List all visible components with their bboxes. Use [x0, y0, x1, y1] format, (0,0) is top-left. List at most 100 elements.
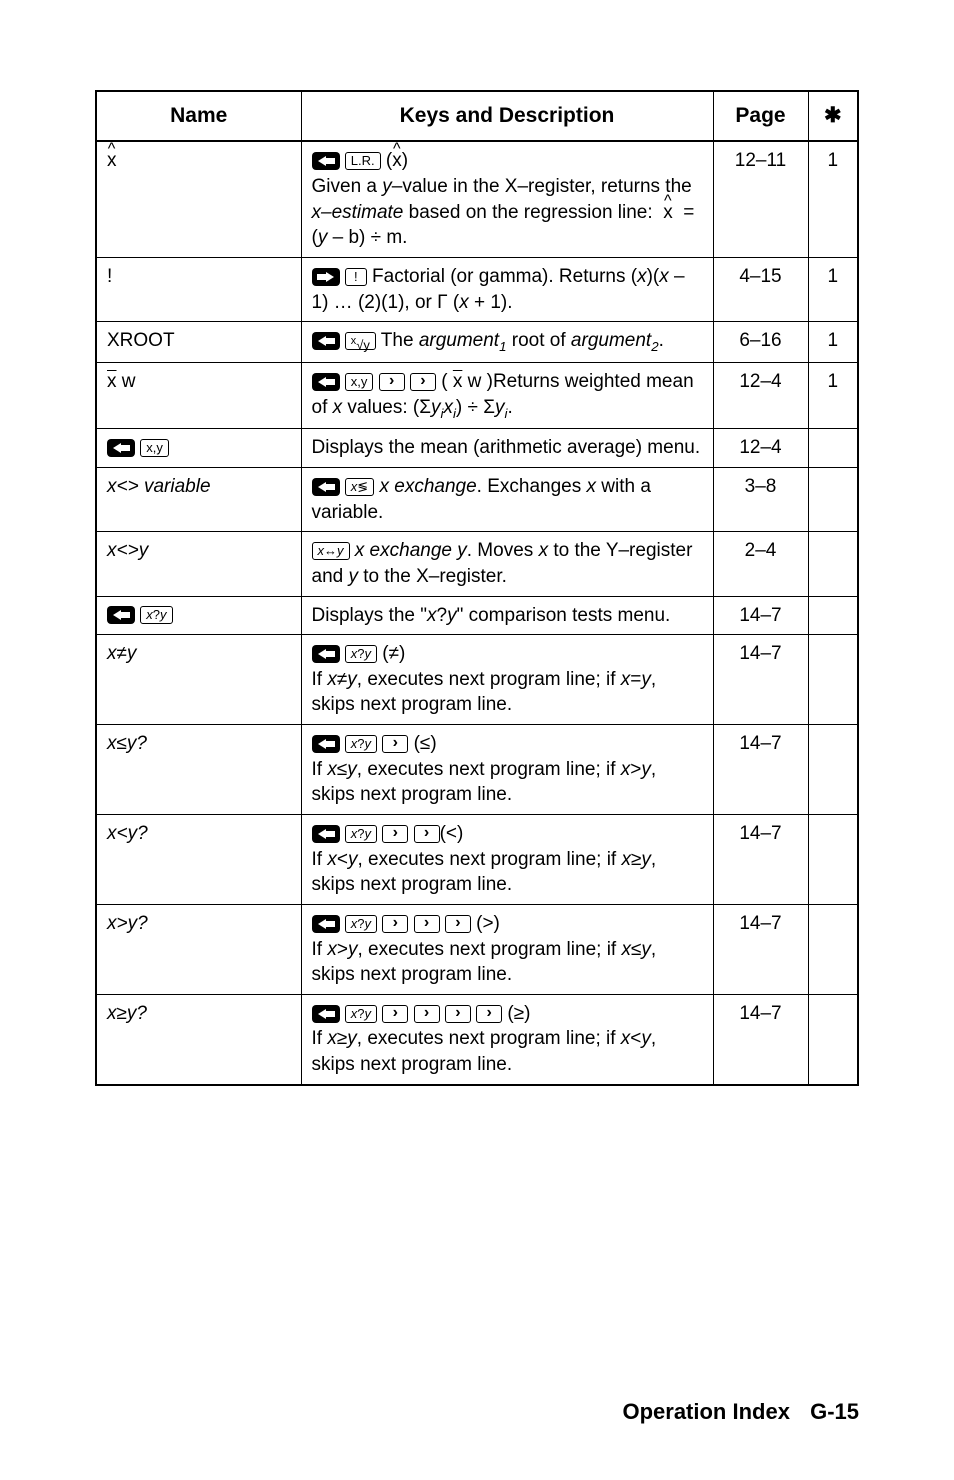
- table-row: x,y Displays the mean (arithmetic average…: [96, 429, 858, 468]
- table-row: x<>yx↔y x exchange y. Moves x to the Y–r…: [96, 532, 858, 596]
- table-row: x≥y? x?y (≥)If x≥y, executes next progra…: [96, 994, 858, 1084]
- xcompy-key: x?y: [345, 1005, 377, 1023]
- cell-page: 12–11: [713, 141, 808, 257]
- arrow-key: [382, 915, 408, 933]
- cell-page: 14–7: [713, 814, 808, 904]
- shift-left-icon: [312, 373, 340, 391]
- arrow-key: [410, 373, 436, 391]
- cell-name: x<y?: [96, 814, 301, 904]
- cell-desc: x≶ x exchange. Exchanges x with a variab…: [301, 467, 713, 531]
- cell-star: [808, 532, 858, 596]
- table-row: x<y? x?y (<)If x<y, executes next progra…: [96, 814, 858, 904]
- page-footer: Operation Index G-15: [622, 1399, 859, 1425]
- cell-page: 14–7: [713, 994, 808, 1084]
- table-row: x≠y x?y (≠)If x≠y, executes next program…: [96, 635, 858, 725]
- cell-star: [808, 467, 858, 531]
- arrow-key: [476, 1005, 502, 1023]
- xcompy-key: x?y: [140, 606, 172, 624]
- arrow-key: [379, 373, 405, 391]
- factorial-key: !: [345, 268, 367, 286]
- cell-name: x≥y?: [96, 994, 301, 1084]
- header-desc: Keys and Description: [301, 91, 713, 141]
- footer-title: Operation Index: [622, 1399, 789, 1424]
- cell-name: x≠y: [96, 635, 301, 725]
- cell-name: x<> variable: [96, 467, 301, 531]
- xroot-key: x√y: [345, 332, 376, 350]
- cell-desc: Displays the "x?y" comparison tests menu…: [301, 596, 713, 635]
- shift-left-icon: [312, 152, 340, 170]
- cell-name: x w: [96, 362, 301, 428]
- mean-key: x,y: [345, 373, 374, 391]
- arrow-key: [414, 825, 440, 843]
- table-row: x<> variable x≶ x exchange. Exchanges x …: [96, 467, 858, 531]
- xcompy-key: x?y: [345, 915, 377, 933]
- xcompy-key: x?y: [345, 735, 377, 753]
- cell-name: XROOT: [96, 322, 301, 363]
- cell-page: 12–4: [713, 429, 808, 468]
- cell-page: 4–15: [713, 257, 808, 321]
- header-name: Name: [96, 91, 301, 141]
- cell-star: 1: [808, 257, 858, 321]
- footer-page: G-15: [810, 1399, 859, 1424]
- mean-key: x,y: [140, 439, 169, 457]
- cell-desc: Displays the mean (arithmetic average) m…: [301, 429, 713, 468]
- lr-key: L.R.: [345, 152, 381, 170]
- cell-desc: x?y (≥)If x≥y, executes next program lin…: [301, 994, 713, 1084]
- cell-star: [808, 725, 858, 815]
- cell-page: 3–8: [713, 467, 808, 531]
- xexchy-key: x↔y: [312, 542, 350, 560]
- cell-page: 6–16: [713, 322, 808, 363]
- cell-star: 1: [808, 322, 858, 363]
- shift-left-icon: [312, 915, 340, 933]
- shift-left-icon: [312, 825, 340, 843]
- cell-star: 1: [808, 362, 858, 428]
- xexch-key: x≶: [345, 478, 374, 496]
- cell-page: 14–7: [713, 904, 808, 994]
- cell-page: 14–7: [713, 596, 808, 635]
- cell-star: [808, 596, 858, 635]
- arrow-key: [382, 1005, 408, 1023]
- header-star: ✱: [808, 91, 858, 141]
- arrow-key: [382, 825, 408, 843]
- table-row: x>y? x?y (>)If x>y, executes next progra…: [96, 904, 858, 994]
- cell-star: [808, 814, 858, 904]
- cell-name: x: [96, 141, 301, 257]
- cell-desc: x?y (<)If x<y, executes next program lin…: [301, 814, 713, 904]
- cell-desc: x?y (>)If x>y, executes next program lin…: [301, 904, 713, 994]
- table-row: x≤y? x?y (≤)If x≤y, executes next progra…: [96, 725, 858, 815]
- shift-left-icon: [312, 645, 340, 663]
- shift-left-icon: [107, 606, 135, 624]
- cell-page: 2–4: [713, 532, 808, 596]
- arrow-key: [382, 735, 408, 753]
- cell-desc: x?y (≠)If x≠y, executes next program lin…: [301, 635, 713, 725]
- header-page: Page: [713, 91, 808, 141]
- cell-name: x>y?: [96, 904, 301, 994]
- table-header-row: Name Keys and Description Page ✱: [96, 91, 858, 141]
- cell-desc: x↔y x exchange y. Moves x to the Y–regis…: [301, 532, 713, 596]
- table-row: x?y Displays the "x?y" comparison tests m…: [96, 596, 858, 635]
- arrow-key: [414, 915, 440, 933]
- table-row: ! ! Factorial (or gamma). Returns (x)(x …: [96, 257, 858, 321]
- cell-star: [808, 635, 858, 725]
- cell-desc: ! Factorial (or gamma). Returns (x)(x – …: [301, 257, 713, 321]
- cell-page: 12–4: [713, 362, 808, 428]
- shift-left-icon: [312, 735, 340, 753]
- operation-index-table: Name Keys and Description Page ✱ x L.R. …: [95, 90, 859, 1086]
- cell-desc: x,y ( x w )Returns weighted mean of x va…: [301, 362, 713, 428]
- arrow-key: [445, 915, 471, 933]
- cell-star: [808, 904, 858, 994]
- cell-name: x≤y?: [96, 725, 301, 815]
- cell-name: x,y: [96, 429, 301, 468]
- shift-left-icon: [312, 478, 340, 496]
- shift-left-icon: [107, 439, 135, 457]
- arrow-key: [445, 1005, 471, 1023]
- cell-star: [808, 429, 858, 468]
- cell-name: x<>y: [96, 532, 301, 596]
- cell-name: !: [96, 257, 301, 321]
- cell-name: x?y: [96, 596, 301, 635]
- cell-page: 14–7: [713, 725, 808, 815]
- cell-page: 14–7: [713, 635, 808, 725]
- table-row: x L.R. (x)Given a y–value in the X–regis…: [96, 141, 858, 257]
- cell-desc: L.R. (x)Given a y–value in the X–registe…: [301, 141, 713, 257]
- table-row: x w x,y ( x w )Returns weighted mean of …: [96, 362, 858, 428]
